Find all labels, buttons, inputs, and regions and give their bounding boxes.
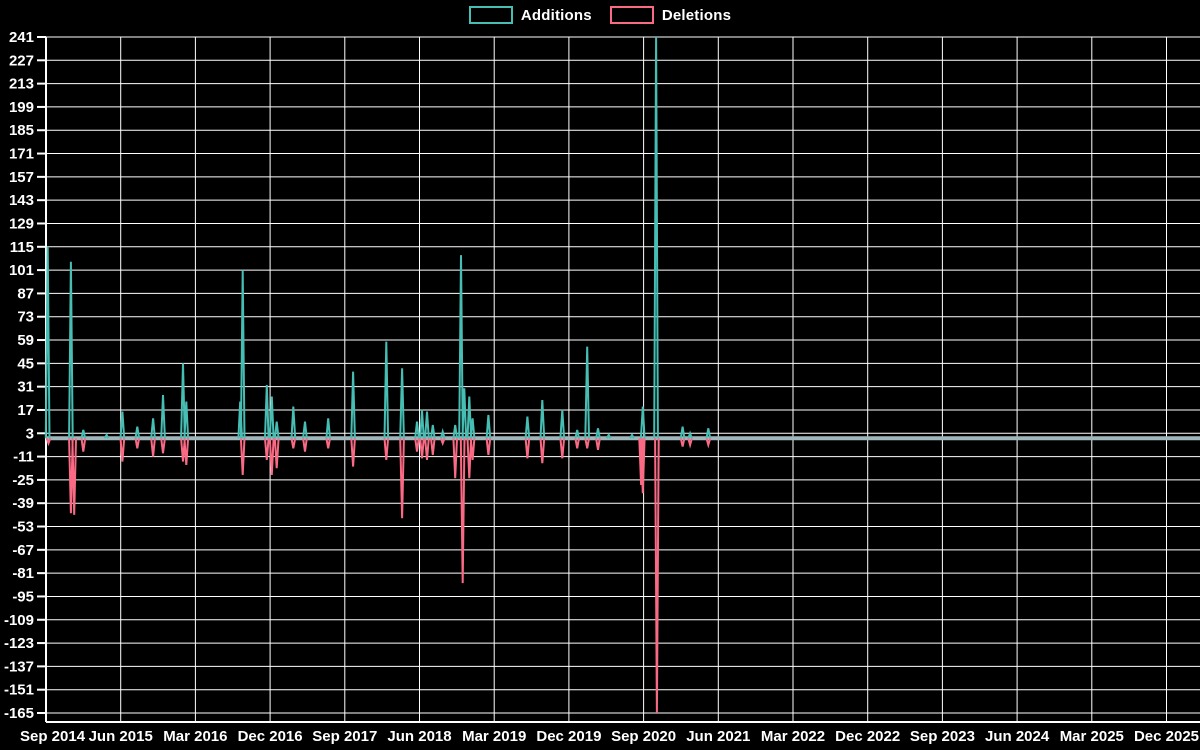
- deletions-line: [45, 437, 712, 714]
- y-tick-label: 241: [9, 29, 34, 46]
- x-gridlines: [45, 37, 1167, 722]
- x-tick-label: Mar 2016: [163, 728, 227, 745]
- y-tick-label: -123: [4, 635, 34, 652]
- y-tick-label: 213: [9, 76, 34, 93]
- x-tick-label: Jun 2018: [387, 728, 451, 745]
- y-tick-label: 59: [17, 332, 34, 349]
- y-tick-label: -67: [12, 542, 34, 559]
- y-tick-label: -11: [13, 449, 34, 466]
- y-tick-label: 227: [9, 52, 34, 69]
- y-tick-label: -109: [4, 612, 34, 629]
- x-tick-label: Mar 2019: [462, 728, 526, 745]
- y-tick-labels: 241 227 213 199 185 171 157 143 129 115 101 87 73 59 4…: [4, 29, 34, 722]
- y-tick-label: 101: [9, 262, 34, 279]
- x-tick-label: Dec 2016: [238, 728, 303, 745]
- y-tick-label: 199: [9, 99, 34, 116]
- y-tick-label: 115: [10, 239, 34, 256]
- x-tick-labels: Sep 2014 Jun 2015 Mar 2016 Dec 2016 Sep 2017…: [20, 728, 1199, 745]
- y-tick-label: 17: [17, 402, 34, 419]
- y-gridlines: [37, 36, 1200, 714]
- y-tick-label: -39: [12, 495, 34, 512]
- y-tick-label: 171: [9, 146, 34, 163]
- x-tick-label: Sep 2014: [20, 728, 86, 745]
- y-tick-label: 143: [9, 192, 34, 209]
- x-tick-label: Mar 2022: [761, 728, 825, 745]
- y-tick-label: -25: [12, 472, 34, 489]
- y-tick-label: -165: [4, 705, 34, 722]
- x-tick-label: Jun 2015: [89, 728, 153, 745]
- y-tick-label: 129: [9, 215, 34, 232]
- y-tick-label: 185: [9, 122, 34, 139]
- y-tick-label: -95: [12, 588, 34, 605]
- y-tick-label: -151: [4, 682, 34, 699]
- y-tick-label: 73: [17, 309, 34, 326]
- additions-line: [44, 36, 712, 439]
- x-tick-label: Sep 2023: [910, 728, 975, 745]
- y-tick-label: -81: [12, 565, 34, 582]
- x-tick-label: Sep 2017: [312, 728, 377, 745]
- x-tick-label: Dec 2019: [536, 728, 601, 745]
- x-tick-label: Dec 2025: [1134, 728, 1199, 745]
- y-tick-label: 3: [26, 425, 34, 442]
- y-tick-label: -137: [4, 658, 34, 675]
- x-tick-label: Jun 2021: [686, 728, 750, 745]
- y-tick-label: -53: [12, 519, 34, 536]
- x-tick-label: Sep 2020: [611, 728, 676, 745]
- x-tick-label: Dec 2022: [835, 728, 900, 745]
- y-tick-label: 87: [17, 285, 34, 302]
- x-tick-label: Jun 2024: [985, 728, 1050, 745]
- y-tick-label: 157: [9, 169, 34, 186]
- x-tick-label: Mar 2025: [1060, 728, 1124, 745]
- y-tick-label: 31: [17, 379, 34, 396]
- y-tick-label: 45: [17, 355, 34, 372]
